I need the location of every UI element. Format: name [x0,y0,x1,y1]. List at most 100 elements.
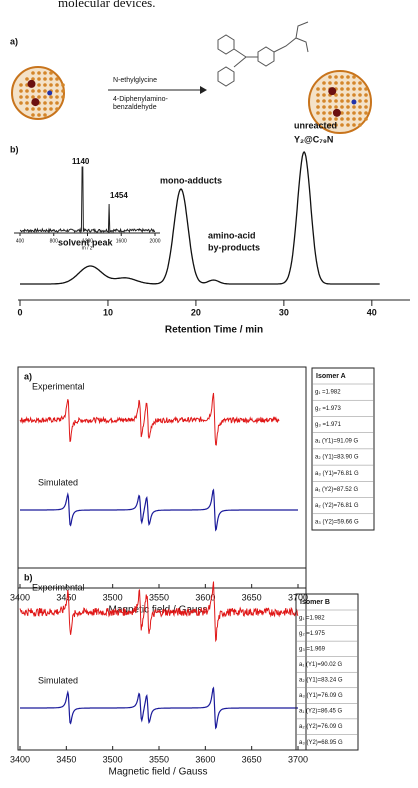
cage-atom [49,101,53,105]
cage-atom [61,95,65,99]
legend-entry: g₁ =1.982 [299,615,325,621]
cage-atom [43,101,47,105]
cage-atom [25,77,29,81]
cage-atom [340,105,344,109]
mass-spectrum [19,166,156,234]
cage-atom [49,83,53,87]
inset-axis-label: m / z [82,245,93,251]
cage-atom [43,77,47,81]
annotation: Y₂@C₇₉N [294,134,333,144]
cage-atom [346,87,350,91]
cage-atom [37,77,41,81]
cage-atom [358,99,362,103]
legend-entry: a₂ (Y1)=83.90 G [315,455,359,461]
legend-title: Isomer B [300,599,330,606]
x-tick-label: 3700 [288,592,308,602]
simulated-trace [20,686,298,730]
trace-label: Experimental [32,582,85,592]
metal-atom [328,87,337,96]
cage-atom [55,95,59,99]
x-tick-label: 3550 [149,754,169,764]
cage-atom [340,111,344,115]
trace-label: Experimental [32,381,85,391]
x-tick-label: 3700 [288,754,308,764]
cage-atom [346,105,350,109]
cage-atom [340,123,344,127]
molecule-sketch [217,21,309,87]
annotation: solvent peak [58,237,114,247]
experimental-trace [19,581,299,643]
cage-atom [358,117,362,121]
cage-atom [43,113,47,117]
legend-entry: a₂ (Y2)=76.81 G [315,503,359,509]
cage-atom [31,77,35,81]
annotation: unreacted [294,120,337,130]
cage-atom [37,71,41,75]
cage-atom [334,123,338,127]
legend-entry: a₂ (Y2)=76.09 G [299,724,343,730]
cage-atom [322,105,326,109]
cage-atom [352,87,356,91]
cage-atom [31,107,35,111]
cage-atom [37,95,41,99]
panel-label: a) [24,371,32,381]
arrow-head [200,86,207,94]
cage-atom [328,117,332,121]
legend-entry: g₁ =1.982 [315,390,341,396]
cage-atom [346,81,350,85]
trace-label: Simulated [38,477,78,487]
legend-entry: a₁ (Y2)=87.52 G [315,487,359,493]
legend-entry: a₃ (Y1)=76.09 G [299,693,343,699]
cage-atom [358,81,362,85]
nitrogen-atom [47,90,53,96]
cage-atom [352,93,356,97]
cage-atom [346,117,350,121]
x-tick-label: 3400 [10,592,30,602]
inset-tick-label: 400 [16,238,25,244]
x-axis-label: Magnetic field / Gauss [109,767,208,778]
inset-tick-label: 800 [50,238,59,244]
metal-atom [27,79,36,88]
legend-entry: g₂ =1.973 [315,406,342,412]
cage-atom [364,93,368,97]
x-tick-label: 3650 [242,754,262,764]
reagent-label: 4-Diphenylamino- [113,96,169,103]
cage-atom [334,75,338,79]
cage-atom [334,81,338,85]
trace-label: Simulated [38,675,78,685]
cage-atom [328,105,332,109]
cage-atom [322,111,326,115]
inset-tick-label: 1600 [116,238,127,244]
cage-atom [352,75,356,79]
cage-atom [346,99,350,103]
plot-frame [17,366,307,589]
x-tick-label: 3500 [103,754,123,764]
cage-atom [346,93,350,97]
cage-atom [55,107,59,111]
cage-atom [364,117,368,121]
x-tick-label: 3600 [195,754,215,764]
x-tick-label: 3500 [103,592,123,602]
x-tick-label: 3450 [56,754,76,764]
legend-entry: a₃ (Y2)=59.66 G [315,519,359,525]
legend-entry: a₃ (Y2)=68.95 G [299,740,343,746]
cage-atom [19,83,23,87]
simulated-trace [20,488,298,532]
cage-atom [364,87,368,91]
x-tick-label: 3400 [10,754,30,764]
x-tick-label: 0 [17,307,22,317]
cage-atom [358,111,362,115]
cage-atom [43,71,47,75]
cage-atom [334,93,338,97]
cage-atom [31,71,35,75]
reagent-label: N-ethylglycine [113,77,157,84]
cage-atom [322,81,326,85]
cage-atom [31,95,35,99]
cage-atom [328,75,332,79]
legend-entry: g₂ =1.975 [299,631,326,637]
cage-atom [61,89,65,93]
cage-atom [346,123,350,127]
cage-atom [340,117,344,121]
cage-atom [37,89,41,93]
cage-atom [334,117,338,121]
